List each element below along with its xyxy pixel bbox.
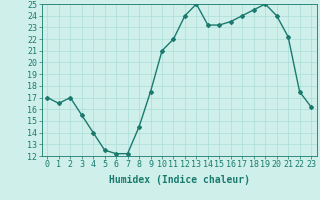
X-axis label: Humidex (Indice chaleur): Humidex (Indice chaleur) (109, 175, 250, 185)
